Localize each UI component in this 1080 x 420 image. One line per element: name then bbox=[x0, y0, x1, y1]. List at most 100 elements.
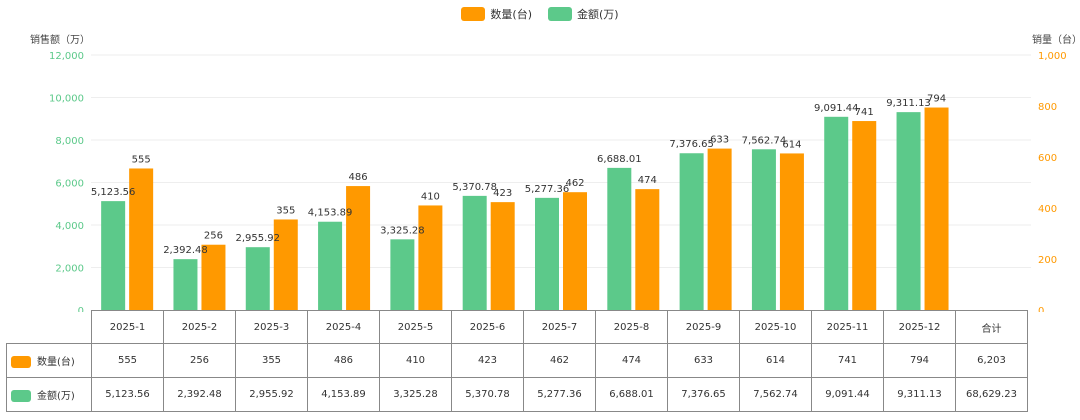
data-label-amount: 5,277.36 bbox=[525, 184, 570, 195]
legend-label-quantity: 数量(台) bbox=[490, 8, 532, 21]
table-cell-amount: 2,392.48 bbox=[163, 377, 236, 412]
table-category-cell: 2025-10 bbox=[739, 310, 812, 344]
table-category-cell: 2025-1 bbox=[91, 310, 164, 344]
table-category-cell: 2025-5 bbox=[379, 310, 452, 344]
data-label-quantity: 256 bbox=[204, 231, 223, 242]
data-label-quantity: 794 bbox=[927, 94, 946, 105]
table-category-cell: 2025-12 bbox=[883, 310, 956, 344]
legend-swatch-amount bbox=[548, 7, 572, 21]
bar-amount bbox=[679, 153, 704, 310]
table-cell-amount: 3,325.28 bbox=[379, 377, 452, 412]
row-head-amount-swatch bbox=[11, 390, 31, 402]
bar-quantity bbox=[707, 148, 732, 310]
bar-quantity bbox=[490, 202, 515, 310]
row-head-amount-label: 金额(万) bbox=[37, 391, 75, 402]
table-header-row: 2025-1 2025-2 2025-3 2025-4 2025-5 2025-6 2025… bbox=[6, 310, 1028, 344]
table-cell-amount: 4,153.89 bbox=[307, 377, 380, 412]
table-cell-amount: 5,123.56 bbox=[91, 377, 164, 412]
data-label-quantity: 486 bbox=[349, 172, 368, 183]
bar-amount bbox=[462, 195, 487, 310]
table-category-cell: 2025-4 bbox=[307, 310, 380, 344]
bar-amount bbox=[173, 259, 198, 310]
left-tick-label: 12,000 bbox=[49, 51, 84, 62]
left-axis-title: 销售额（万） bbox=[30, 35, 90, 46]
right-axis-title: 销量（台） bbox=[1032, 35, 1080, 46]
bar-quantity bbox=[201, 244, 226, 310]
bar-amount bbox=[245, 247, 270, 310]
data-label-amount: 2,392.48 bbox=[163, 245, 208, 256]
table-cell-amount: 2,955.92 bbox=[235, 377, 308, 412]
table-cell-quantity: 633 bbox=[667, 343, 740, 378]
row-head-quantity: 数量(台) bbox=[6, 343, 92, 378]
table-category-cell: 2025-11 bbox=[811, 310, 884, 344]
bar-amount bbox=[751, 149, 776, 310]
right-tick-label: 1,000 bbox=[1038, 51, 1067, 62]
bar-amount bbox=[896, 112, 921, 310]
data-label-quantity: 410 bbox=[421, 191, 440, 202]
table-cell-quantity: 410 bbox=[379, 343, 452, 378]
table-cell-amount: 9,311.13 bbox=[883, 377, 956, 412]
left-tick-label: 0 bbox=[78, 306, 84, 312]
table-cell-amount: 9,091.44 bbox=[811, 377, 884, 412]
data-label-amount: 2,955.92 bbox=[236, 233, 281, 244]
table-cell-amount: 7,562.74 bbox=[739, 377, 812, 412]
data-label-amount: 9,091.44 bbox=[814, 103, 859, 114]
table-category-cell: 2025-2 bbox=[163, 310, 236, 344]
left-tick-label: 8,000 bbox=[55, 136, 84, 147]
left-tick-label: 6,000 bbox=[55, 179, 84, 190]
table-category-cell: 2025-6 bbox=[451, 310, 524, 344]
table-category-cell: 2025-7 bbox=[523, 310, 596, 344]
table-cell-quantity-total: 6,203 bbox=[955, 343, 1028, 378]
row-head-amount: 金额(万) bbox=[6, 377, 92, 412]
legend-label-amount: 金额(万) bbox=[577, 8, 619, 21]
legend-item-amount[interactable]: 金额(万) bbox=[548, 6, 619, 22]
right-tick-label: 600 bbox=[1038, 153, 1057, 164]
bar-amount bbox=[607, 167, 632, 310]
data-label-quantity: 355 bbox=[276, 205, 295, 216]
table-row-amount: 金额(万) 5,123.56 2,392.48 2,955.92 4,153.89 3,3… bbox=[6, 377, 1028, 412]
table-cell-amount: 7,376.65 bbox=[667, 377, 740, 412]
bar-quantity bbox=[852, 121, 877, 310]
table-cell-amount: 5,370.78 bbox=[451, 377, 524, 412]
data-table: 2025-1 2025-2 2025-3 2025-4 2025-5 2025-6 2025… bbox=[6, 310, 1028, 412]
left-tick-label: 4,000 bbox=[55, 221, 84, 232]
table-cell-quantity: 741 bbox=[811, 343, 884, 378]
legend-item-quantity[interactable]: 数量(台) bbox=[461, 6, 532, 22]
data-label-quantity: 555 bbox=[132, 154, 151, 165]
right-tick-label: 800 bbox=[1038, 102, 1057, 113]
table-cell-quantity: 423 bbox=[451, 343, 524, 378]
bar-quantity bbox=[563, 192, 587, 310]
table-cell-amount-total: 68,629.23 bbox=[955, 377, 1028, 412]
bar-quantity bbox=[346, 186, 371, 310]
data-label-quantity: 462 bbox=[565, 178, 584, 189]
table-cell-quantity: 794 bbox=[883, 343, 956, 378]
data-label-amount: 5,123.56 bbox=[91, 187, 136, 198]
table-cell-quantity: 614 bbox=[739, 343, 812, 378]
row-head-quantity-swatch bbox=[11, 356, 31, 368]
data-label-amount: 9,311.13 bbox=[886, 98, 931, 109]
bar-quantity bbox=[924, 107, 949, 310]
table-cell-quantity: 355 bbox=[235, 343, 308, 378]
data-label-amount: 5,370.78 bbox=[452, 182, 497, 193]
table-cell-quantity: 256 bbox=[163, 343, 236, 378]
bar-chart: 0 2,000 4,000 6,000 8,000 10,000 12,000 0 200 400… bbox=[49, 51, 1067, 312]
bar-amount bbox=[101, 201, 126, 310]
table-category-cell: 2025-8 bbox=[595, 310, 668, 344]
table-category-cell: 2025-3 bbox=[235, 310, 308, 344]
bar-quantity bbox=[418, 205, 443, 310]
bar-amount bbox=[390, 239, 415, 310]
data-label-amount: 3,325.28 bbox=[380, 225, 425, 236]
right-tick-label: 400 bbox=[1038, 204, 1057, 215]
bar-quantity bbox=[779, 153, 804, 310]
data-label-amount: 7,376.65 bbox=[669, 139, 714, 150]
table-cell-quantity: 486 bbox=[307, 343, 380, 378]
right-tick-label: 0 bbox=[1038, 306, 1044, 312]
bar-amount bbox=[535, 197, 559, 310]
data-label-amount: 4,153.89 bbox=[308, 208, 353, 219]
table-category-cell: 2025-9 bbox=[667, 310, 740, 344]
chart-legend: 数量(台) 金额(万) bbox=[0, 6, 1080, 22]
table-cell-quantity: 462 bbox=[523, 343, 596, 378]
table-cell-amount: 5,277.36 bbox=[523, 377, 596, 412]
bar-quantity bbox=[273, 219, 298, 310]
data-label-quantity: 741 bbox=[855, 107, 874, 118]
